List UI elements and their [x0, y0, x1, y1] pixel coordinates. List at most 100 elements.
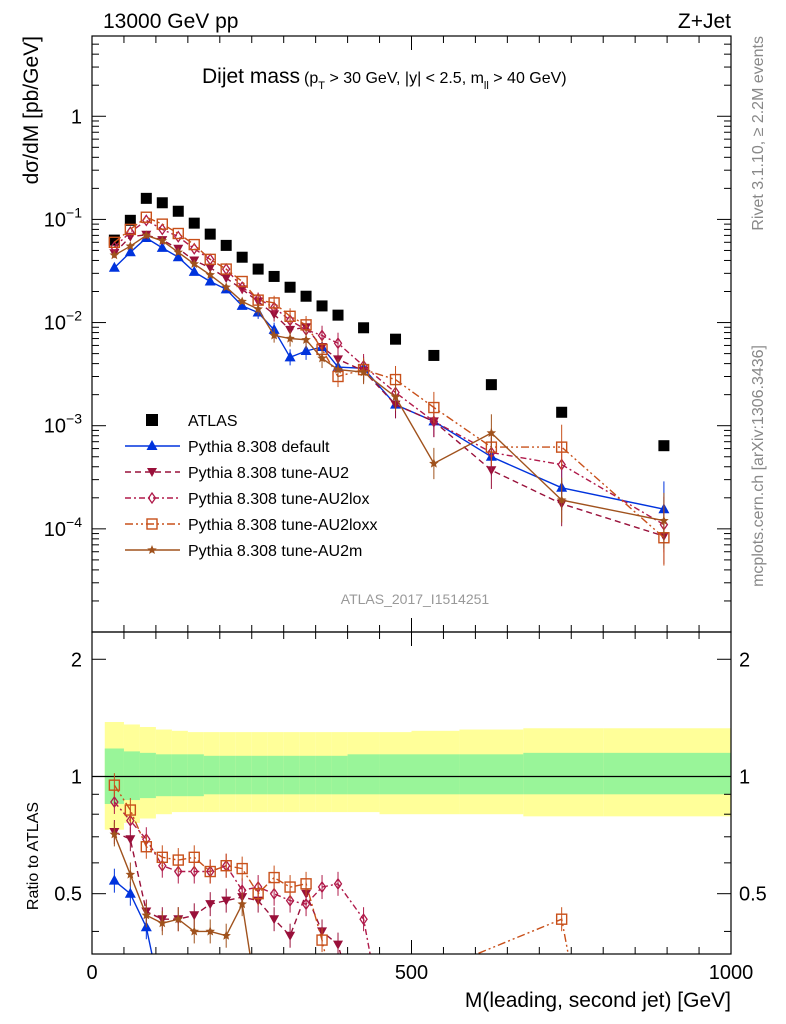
band-inner [251, 755, 268, 795]
band-inner [315, 755, 332, 795]
point-data [156, 197, 168, 209]
ratio-line-au2lox [113, 801, 371, 954]
ratio-point-au2loxx [300, 878, 312, 890]
mcplots-label: mcplots.cern.ch [arXiv:1306.3436] [750, 345, 767, 587]
ratio-point-au2 [221, 896, 232, 906]
point-au2m [486, 428, 497, 437]
band-inner [139, 752, 156, 799]
ratio-point-au2loxx [220, 859, 232, 872]
plot-title-cuts-suffix: > 40 GeV) [489, 70, 567, 87]
point-au2lox [269, 301, 279, 314]
band-inner [299, 755, 316, 795]
ratio-point-au2lox [157, 859, 167, 872]
point-au2loxx [108, 236, 121, 248]
ratio-point-au2loxx [236, 862, 248, 875]
plot-title-sub-pt: T [318, 80, 325, 92]
rivet-label: Rivet 3.1.10, ≥ 2.2M events [750, 36, 767, 231]
point-au2loxx [555, 441, 568, 453]
point-au2loxx [300, 319, 312, 331]
ratio-panel: 0.5 0.5 1 1 2 2 0 500 1000 Ratio to ATLAS M(lea… [25, 631, 767, 1012]
main-y-tick-label: 1 [71, 106, 82, 128]
point-data [236, 251, 248, 263]
legend-label-au2: Pythia 8.308 tune-AU2 [188, 465, 349, 482]
ratio-point-au2lox [126, 814, 135, 827]
ratio-point-au2 [333, 940, 344, 950]
ratio-line-default [113, 880, 153, 954]
series-data [108, 192, 670, 452]
ratio-series [108, 773, 569, 954]
point-au2 [221, 274, 232, 284]
point-au2loxx [268, 297, 280, 309]
band-inner [267, 755, 284, 795]
band-inner [459, 754, 524, 795]
point-data [316, 300, 328, 312]
point-au2lox [557, 458, 566, 471]
legend-item-au2loxx: Pythia 8.308 tune-AU2loxx [125, 517, 377, 534]
ratio-y-tick-label: 2 [71, 649, 82, 671]
plot-title-cuts-mid: > 30 GeV, |y| < 2.5, m [325, 70, 484, 87]
legend-marker-default [146, 440, 158, 450]
band-inner [123, 751, 140, 801]
point-au2loxx [156, 218, 168, 230]
plot-title-cuts-prefix: (p [304, 70, 318, 87]
point-data [428, 349, 440, 361]
legend-item-au2: Pythia 8.308 tune-AU2 [125, 465, 349, 482]
point-au2loxx [188, 238, 200, 251]
point-au2m [221, 282, 231, 292]
ratio-point-au2 [205, 900, 216, 910]
point-au2m [333, 364, 343, 374]
point-data [556, 406, 568, 418]
header-left: 13000 GeV pp [103, 10, 238, 33]
point-default [284, 351, 296, 362]
point-data [300, 290, 312, 302]
point-data [108, 234, 120, 246]
ratio-point-au2loxx [188, 851, 200, 864]
ratio-point-au2lox [173, 865, 183, 878]
ratio-y-tick-label-right: 2 [739, 649, 750, 671]
main-panel: 10−4 10−3 10−2 10−1 1 dσ/dM [pb/GeV] Dijet m… [20, 35, 732, 633]
ratio-point-au2 [269, 915, 280, 925]
point-au2m [237, 296, 247, 306]
point-au2m [285, 333, 295, 343]
ratio-point-au2loxx [140, 841, 153, 853]
ratio-y-axis-label: Ratio to ATLAS [25, 802, 42, 910]
plot-title-sub-ll: ll [484, 80, 489, 92]
legend-marker-au2loxx [146, 518, 158, 530]
ratio-point-au2m [125, 869, 136, 879]
ratio-point-au2loxx [252, 887, 264, 900]
point-au2 [205, 263, 216, 273]
point-au2m [429, 458, 439, 468]
point-au2m [141, 230, 152, 240]
ratio-y-tick-label-right: 0.5 [739, 884, 767, 906]
band-inner [379, 754, 412, 795]
point-default [124, 246, 136, 257]
ratio-point-au2m [205, 926, 215, 936]
band-inner [523, 752, 604, 795]
legend-label-default: Pythia 8.308 default [188, 439, 330, 456]
point-au2m [189, 259, 199, 268]
point-data [284, 281, 296, 293]
ratio-y-tick-labels: 0.5 0.5 1 1 2 2 [54, 649, 767, 905]
legend-label-data: ATLAS [188, 413, 238, 430]
ratio-point-au2loxx [316, 934, 328, 946]
point-data [124, 214, 136, 226]
ratio-y-tick-label-right: 1 [739, 766, 750, 788]
ratio-series-au2m [109, 822, 251, 954]
band-inner [187, 754, 204, 797]
ratio-point-au2loxx [268, 871, 280, 884]
point-au2loxx [236, 275, 248, 288]
legend-item-data: ATLAS [146, 413, 238, 430]
x-tick-labels: 0 500 1000 [86, 962, 753, 984]
main-series [108, 192, 670, 566]
legend: ATLAS Pythia 8.308 default Pythia 8.308 tu… [125, 413, 377, 560]
point-au2m [109, 250, 120, 260]
main-y-tick-label: 10−2 [44, 308, 82, 335]
point-data [268, 270, 280, 282]
band-inner [155, 754, 172, 797]
legend-item-default: Pythia 8.308 default [125, 439, 330, 456]
ratio-point-au2loxx [555, 913, 568, 925]
ratio-point-au2loxx [124, 804, 137, 816]
point-au2loxx [172, 227, 184, 240]
ratio-point-au2lox [333, 877, 343, 890]
point-au2 [285, 325, 296, 335]
